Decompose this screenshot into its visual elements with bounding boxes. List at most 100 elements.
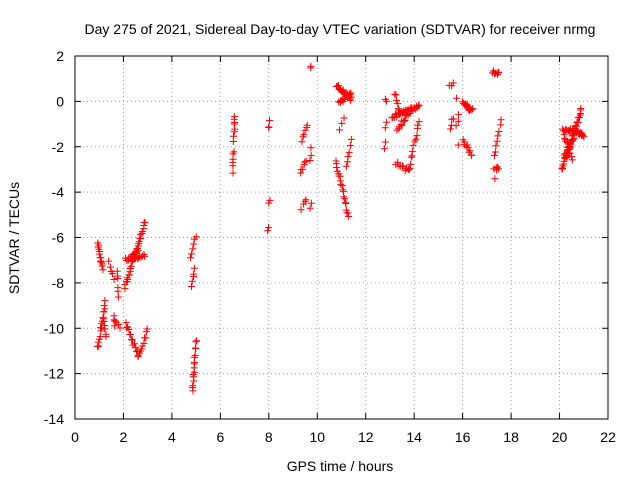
- data-point-plus: [454, 117, 462, 125]
- data-point-plus: [133, 348, 141, 356]
- data-point-plus: [190, 240, 198, 248]
- data-point-plus: [142, 334, 150, 342]
- plot-frame: [74, 55, 609, 420]
- data-point-plus: [381, 138, 389, 146]
- data-point-plus: [307, 199, 315, 207]
- x-tick-label: 20: [552, 429, 568, 445]
- data-point-plus: [341, 195, 349, 203]
- data-point-plus: [449, 79, 457, 87]
- data-point-plus: [468, 106, 476, 114]
- data-point-plus: [345, 212, 353, 220]
- data-point-plus: [114, 274, 122, 282]
- data-point-plus: [394, 158, 402, 166]
- data-point-plus: [127, 335, 135, 343]
- data-point-plus: [265, 224, 273, 232]
- data-point-plus: [393, 113, 401, 121]
- data-point-plus: [412, 105, 420, 113]
- data-point-plus: [264, 227, 272, 235]
- data-point-plus: [137, 253, 145, 261]
- data-point-plus: [462, 142, 470, 150]
- data-point-plus: [189, 245, 197, 253]
- data-point-plus: [494, 163, 502, 171]
- data-point-plus: [346, 91, 354, 99]
- data-point-plus: [495, 68, 503, 76]
- data-point-plus: [383, 97, 391, 105]
- x-tick-label: 18: [503, 429, 519, 445]
- data-point-plus: [134, 247, 142, 255]
- data-point-plus: [340, 193, 348, 201]
- data-point-plus: [114, 293, 122, 301]
- axis-ticks: [74, 55, 609, 420]
- data-point-plus: [141, 218, 149, 226]
- data-point-plus: [447, 125, 455, 133]
- data-point-plus: [141, 252, 149, 260]
- x-axis-title: GPS time / hours: [287, 458, 394, 474]
- data-point-plus: [454, 141, 462, 149]
- data-point-plus: [230, 148, 238, 156]
- data-point-plus: [99, 313, 107, 321]
- data-point-plus: [134, 353, 142, 361]
- data-point-plus: [231, 113, 239, 121]
- data-point-plus: [381, 124, 389, 132]
- data-point-plus: [344, 153, 352, 161]
- data-point-plus: [189, 382, 197, 390]
- data-point-plus: [344, 209, 352, 217]
- data-point-plus: [130, 340, 138, 348]
- data-point-plus: [407, 107, 415, 115]
- data-point-plus: [577, 105, 585, 113]
- data-point-plus: [408, 104, 416, 112]
- data-point-plus: [188, 277, 196, 285]
- data-point-plus: [94, 343, 102, 351]
- data-point-plus: [340, 114, 348, 122]
- x-tick-label: 2: [120, 429, 128, 445]
- data-point-plus: [299, 165, 307, 173]
- data-point-plus: [98, 262, 106, 270]
- data-point-plus: [491, 175, 499, 183]
- data-point-plus: [338, 182, 346, 190]
- data-point-plus: [266, 117, 274, 125]
- data-point-plus: [412, 135, 420, 143]
- data-point-plus: [190, 270, 198, 278]
- data-point-plus: [190, 264, 198, 272]
- data-point-plus: [570, 134, 578, 142]
- data-point-plus: [229, 132, 237, 140]
- data-point-plus: [406, 165, 414, 173]
- data-point-plus: [301, 197, 309, 205]
- data-point-plus: [495, 128, 503, 136]
- data-point-plus: [394, 100, 402, 108]
- data-point-plus: [347, 89, 355, 97]
- data-point-plus: [411, 137, 419, 145]
- data-point-plus: [494, 165, 502, 173]
- data-point-plus: [347, 135, 355, 143]
- data-point-plus: [125, 325, 133, 333]
- data-point-plus: [393, 96, 401, 104]
- data-point-plus: [116, 324, 124, 332]
- data-point-plus: [404, 111, 412, 119]
- data-point-plus: [335, 126, 343, 134]
- y-tick-label: 2: [56, 48, 64, 64]
- data-point-plus: [300, 131, 308, 139]
- data-point-plus: [392, 91, 400, 99]
- data-point-plus: [109, 270, 117, 278]
- data-point-plus: [579, 132, 587, 140]
- data-point-plus: [566, 149, 574, 157]
- data-point-plus: [453, 94, 461, 102]
- data-point-plus: [380, 145, 388, 153]
- data-point-plus: [266, 196, 274, 204]
- data-point-plus: [302, 196, 310, 204]
- data-point-plus: [408, 147, 416, 155]
- data-points: [94, 62, 588, 395]
- data-point-plus: [567, 153, 575, 161]
- y-tick-label: 0: [56, 93, 64, 109]
- data-point-plus: [126, 330, 134, 338]
- data-point-plus: [383, 118, 391, 126]
- data-point-plus: [338, 119, 346, 127]
- data-point-plus: [186, 254, 194, 262]
- data-point-plus: [265, 123, 273, 131]
- data-point-plus: [415, 102, 423, 110]
- data-point-plus: [414, 121, 422, 129]
- data-point-plus: [191, 351, 199, 359]
- data-point-plus: [138, 228, 146, 236]
- data-point-plus: [493, 137, 501, 145]
